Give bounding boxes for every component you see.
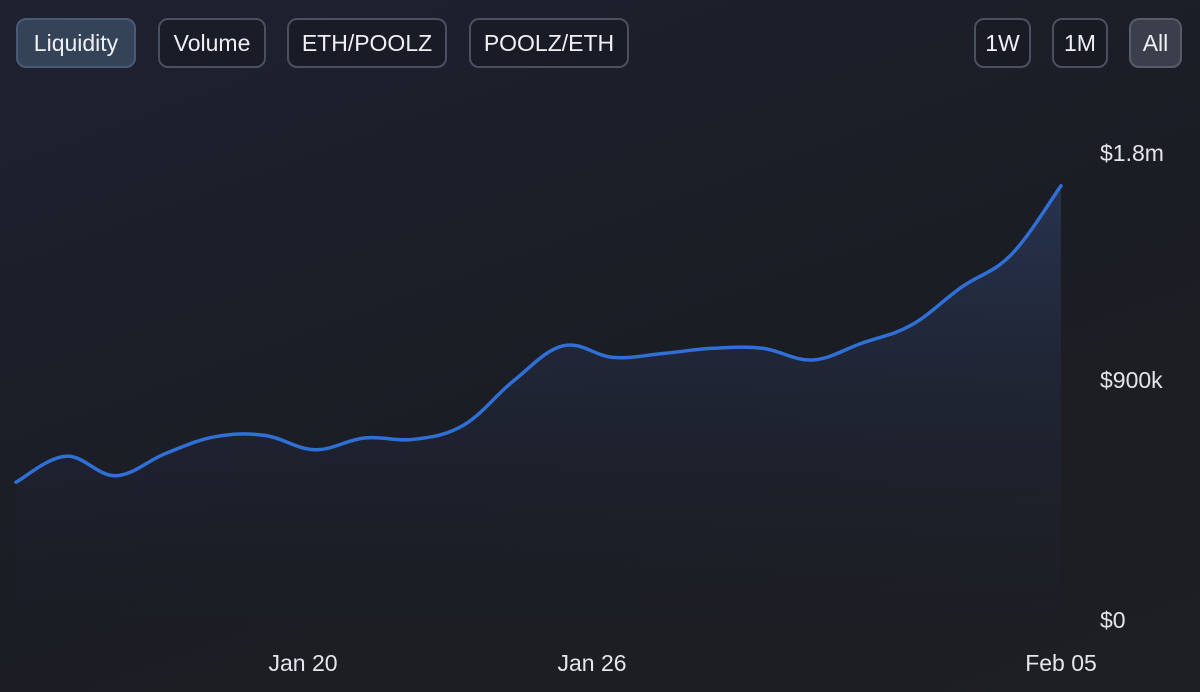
data-point [760,346,764,350]
tab-liquidity[interactable]: Liquidity [16,18,136,68]
data-point [263,433,267,437]
liquidity-area [16,185,1061,621]
data-point [960,285,964,289]
liquidity-line [14,184,1063,484]
data-point [810,358,814,362]
data-point [362,436,366,440]
data-point [1009,253,1013,257]
data-point [860,341,864,345]
range-1w-button[interactable]: 1W [974,18,1031,68]
data-point [711,346,715,350]
data-point [313,448,317,452]
data-point [213,435,217,439]
data-point [462,423,466,427]
data-point [1059,184,1063,188]
tab-poolz-eth[interactable]: POOLZ/ETH [469,18,629,68]
data-point [114,474,118,478]
data-point [412,437,416,441]
x-tick-label: Jan 20 [268,650,337,676]
range-1m-button[interactable]: 1M [1052,18,1108,68]
x-tick-label: Feb 05 [1025,650,1097,676]
data-point [661,352,665,356]
data-point [561,344,565,348]
y-tick-label: $900k [1100,367,1163,393]
data-point [611,355,615,359]
tab-volume[interactable]: Volume [158,18,266,68]
data-point [163,452,167,456]
range-all-button[interactable]: All [1129,18,1182,68]
data-point [14,480,18,484]
data-point [910,323,914,327]
data-point [512,379,516,383]
y-tick-label: $1.8m [1100,140,1164,166]
tab-eth-poolz[interactable]: ETH/POOLZ [287,18,447,68]
x-tick-label: Jan 26 [557,650,626,676]
data-point [64,454,68,458]
y-tick-label: $0 [1100,607,1126,633]
